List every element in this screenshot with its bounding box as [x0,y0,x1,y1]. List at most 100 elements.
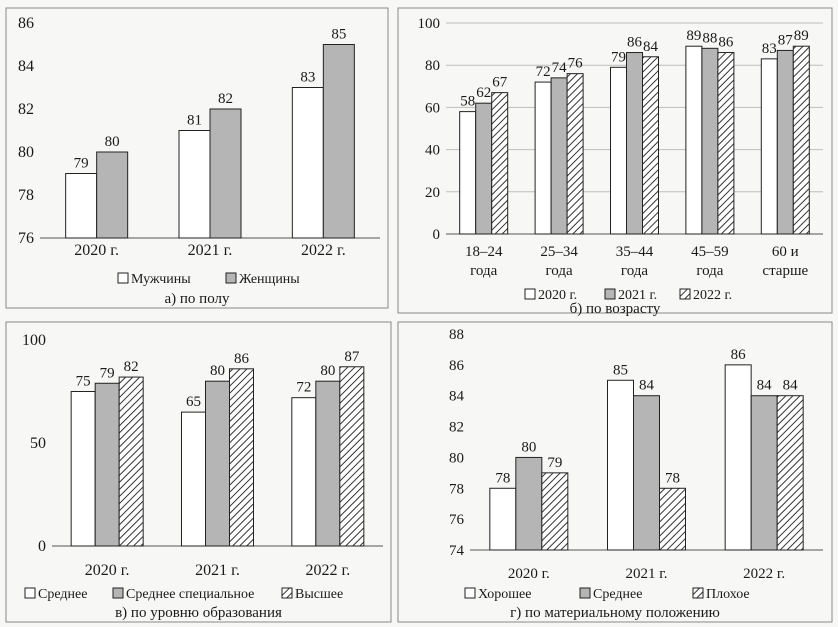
data-label: 82 [218,91,233,107]
bar [96,151,129,239]
data-label: 80 [521,439,536,455]
data-label: 86 [627,35,643,51]
data-label: 58 [460,94,475,110]
y-tick-label: 0 [433,227,441,243]
legend-swatch [692,587,704,599]
bar [626,52,643,235]
y-tick-label: 84 [18,58,34,75]
y-tick-label: 82 [18,101,34,118]
data-label: 86 [718,35,734,51]
data-label: 74 [552,60,568,76]
y-tick-label: 100 [418,16,441,32]
x-tick-label: 60 и [772,244,799,260]
bar [607,379,634,551]
y-tick-label: 50 [30,435,46,452]
legend-swatch [112,587,124,599]
bar [181,411,206,547]
data-label: 79 [611,49,626,65]
panel-frame [397,321,833,623]
bar [65,173,98,239]
panel-frame [397,7,833,314]
data-label: 85 [613,362,628,378]
y-tick-label: 86 [449,358,465,374]
bar [315,380,341,547]
x-tick-label: 2022 г. [305,562,350,579]
data-label: 84 [757,378,773,394]
panel-caption: г) по материальному положению [510,605,720,621]
bar [750,395,778,551]
data-label: 89 [794,28,809,44]
data-label: 65 [186,394,201,410]
data-label: 78 [495,470,510,486]
bar [209,108,242,239]
legend-label: Плохое [706,587,750,602]
panel-caption: а) по полу [165,291,230,307]
data-label: 67 [492,75,508,91]
y-tick-label: 80 [425,58,440,74]
data-label: 79 [100,365,115,381]
bar [659,487,686,551]
legend-swatch [24,587,36,599]
y-tick-label: 78 [449,481,464,497]
x-tick-label: 2021 г. [188,242,233,259]
legend-swatch [524,288,536,300]
bar [717,52,735,235]
y-tick-label: 100 [22,332,46,349]
bar [550,77,568,235]
bar [339,366,365,547]
panel-caption: б) по возрасту [570,301,661,317]
data-label: 86 [731,347,747,363]
data-label: 79 [74,156,89,172]
legend-swatch [579,587,591,599]
data-label: 78 [665,470,680,486]
data-label: 72 [296,380,311,396]
bar [685,45,703,235]
data-label: 84 [643,39,659,55]
y-tick-label: 84 [449,389,465,405]
bar [633,395,660,551]
y-tick-label: 20 [425,185,440,201]
legend-label: Хорошее [478,587,531,602]
x-tick-label: 2020 г. [508,566,550,582]
data-label: 75 [76,374,91,390]
legend-label: Мужчины [131,272,191,287]
bar [475,102,493,235]
data-label: 84 [639,378,655,394]
legend-swatch [281,587,293,599]
legend-label: Среднее [593,587,642,602]
panel-caption: в) по уровню образования [115,605,282,621]
bar [642,56,659,235]
bar [229,368,254,547]
bar [489,487,517,551]
legend-label: 2022 г. [693,288,732,303]
legend-swatch [117,272,129,284]
data-label: 85 [331,27,346,43]
data-label: 80 [105,134,120,150]
y-tick-label: 74 [449,543,465,559]
y-tick-label: 60 [425,100,440,116]
data-label: 76 [568,56,584,72]
chart-panel-1: 76 78 80 82 84 86 79 80 2020 г. 81 82 2021 г. 83 85 20… [5,7,389,309]
data-label: 88 [702,30,717,46]
data-label: 62 [476,85,491,101]
x-tick-label: старше [762,263,808,279]
chart-panel-3: 0 50 100 75 79 82 2020 г. 65 80 86 2021 г. 72 80 87 20… [5,321,392,623]
y-tick-label: 82 [449,420,464,436]
data-label: 83 [762,41,777,57]
data-label: 82 [124,359,139,375]
bar [776,49,794,235]
y-tick-label: 0 [38,538,46,555]
data-label: 81 [187,113,202,129]
legend-swatch [464,587,476,599]
legend-label: 2020 г. [538,288,577,303]
legend-label: Среднее [38,587,87,602]
x-tick-label: года [546,263,573,279]
bar [515,456,543,551]
x-tick-label: 2022 г. [301,242,346,259]
data-label: 84 [783,378,799,394]
legend-swatch [225,272,237,284]
y-tick-label: 80 [18,144,34,161]
